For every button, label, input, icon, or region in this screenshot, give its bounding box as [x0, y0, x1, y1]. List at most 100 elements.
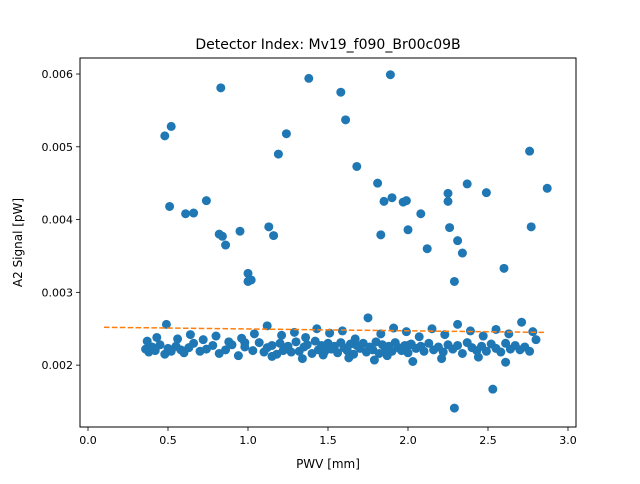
data-point [403, 225, 413, 235]
data-point [491, 324, 501, 334]
data-point [208, 340, 218, 350]
data-point [344, 353, 354, 363]
data-point [517, 317, 527, 327]
data-point [301, 332, 311, 342]
data-point [526, 222, 536, 232]
data-point [297, 354, 307, 364]
data-point [385, 70, 395, 80]
data-point [376, 329, 386, 339]
data-point [488, 384, 498, 394]
data-point [160, 131, 170, 141]
data-point [481, 346, 491, 356]
plot-frame [79, 57, 577, 428]
data-point [336, 87, 346, 97]
data-point [201, 196, 211, 206]
data-point [152, 332, 162, 342]
data-point [496, 347, 506, 357]
data-point [453, 340, 463, 350]
data-point [457, 348, 467, 358]
x-axis-ticks: 0.0 0.5 1.0 1.5 2.0 2.5 3.0 [79, 427, 577, 447]
data-point [217, 231, 227, 241]
data-point [350, 334, 360, 344]
data-point [224, 337, 234, 347]
y-tick-label: 0.004 [42, 214, 74, 227]
points-layer [141, 70, 552, 413]
data-point [246, 275, 256, 285]
data-point [269, 231, 279, 241]
x-axis-label: PWV [mm] [296, 457, 360, 471]
data-point [408, 357, 418, 366]
y-tick-label: 0.005 [42, 141, 74, 154]
x-tick-label: 2.5 [479, 434, 497, 447]
data-point [325, 328, 335, 338]
data-point [373, 178, 383, 188]
data-point [142, 336, 152, 346]
data-point [155, 340, 165, 350]
data-point [443, 188, 453, 198]
data-point [291, 337, 301, 347]
data-point [419, 346, 429, 356]
data-point [302, 340, 312, 350]
data-point [379, 196, 389, 206]
fit-line-layer [103, 326, 545, 334]
data-point [237, 333, 247, 343]
data-point [382, 351, 392, 361]
data-point [481, 188, 491, 198]
data-point [437, 354, 447, 364]
data-point [211, 331, 221, 341]
y-tick-label: 0.003 [42, 286, 74, 299]
data-point [189, 208, 199, 218]
data-point [221, 240, 231, 250]
data-point [531, 335, 541, 345]
data-point [440, 330, 450, 340]
data-point [267, 351, 277, 361]
data-point [304, 73, 314, 83]
data-point [416, 209, 426, 219]
data-point [341, 115, 351, 125]
data-point [499, 263, 509, 273]
data-point [281, 129, 291, 139]
data-point [249, 329, 259, 339]
data-point [165, 201, 175, 211]
data-point [542, 183, 552, 193]
data-point [264, 222, 274, 232]
fit-line [103, 326, 545, 334]
data-point [453, 319, 463, 329]
data-point [333, 348, 343, 358]
y-axis-label: A2 Signal [pW] [11, 198, 25, 287]
data-point [235, 226, 245, 236]
data-point [318, 350, 328, 360]
data-point [185, 330, 195, 340]
data-point [216, 83, 226, 93]
x-tick-label: 0.0 [79, 434, 97, 447]
data-point [240, 342, 250, 352]
data-point [267, 340, 277, 350]
data-point [443, 196, 453, 206]
data-point [449, 403, 459, 413]
data-point [254, 338, 264, 348]
data-point [445, 223, 455, 233]
data-point [424, 338, 434, 348]
data-point [369, 355, 379, 365]
data-point [233, 351, 243, 361]
data-point [525, 346, 535, 356]
data-point [374, 348, 384, 358]
data-point [504, 329, 514, 339]
data-point [376, 230, 386, 240]
data-point [414, 332, 424, 342]
y-axis-ticks: 0.002 0.003 0.004 0.005 0.006 [42, 68, 80, 372]
data-point [166, 121, 176, 131]
data-point [273, 149, 283, 159]
data-point [478, 331, 488, 341]
data-point [337, 326, 347, 336]
data-point [352, 161, 362, 171]
chart-title: Detector Index: Mv19_f090_Br00c09B [195, 37, 460, 53]
data-point [525, 146, 535, 156]
data-point [161, 319, 171, 329]
data-point [449, 276, 459, 286]
data-point [198, 335, 208, 345]
x-tick-label: 1.5 [319, 434, 337, 447]
x-tick-label: 3.0 [559, 434, 577, 447]
